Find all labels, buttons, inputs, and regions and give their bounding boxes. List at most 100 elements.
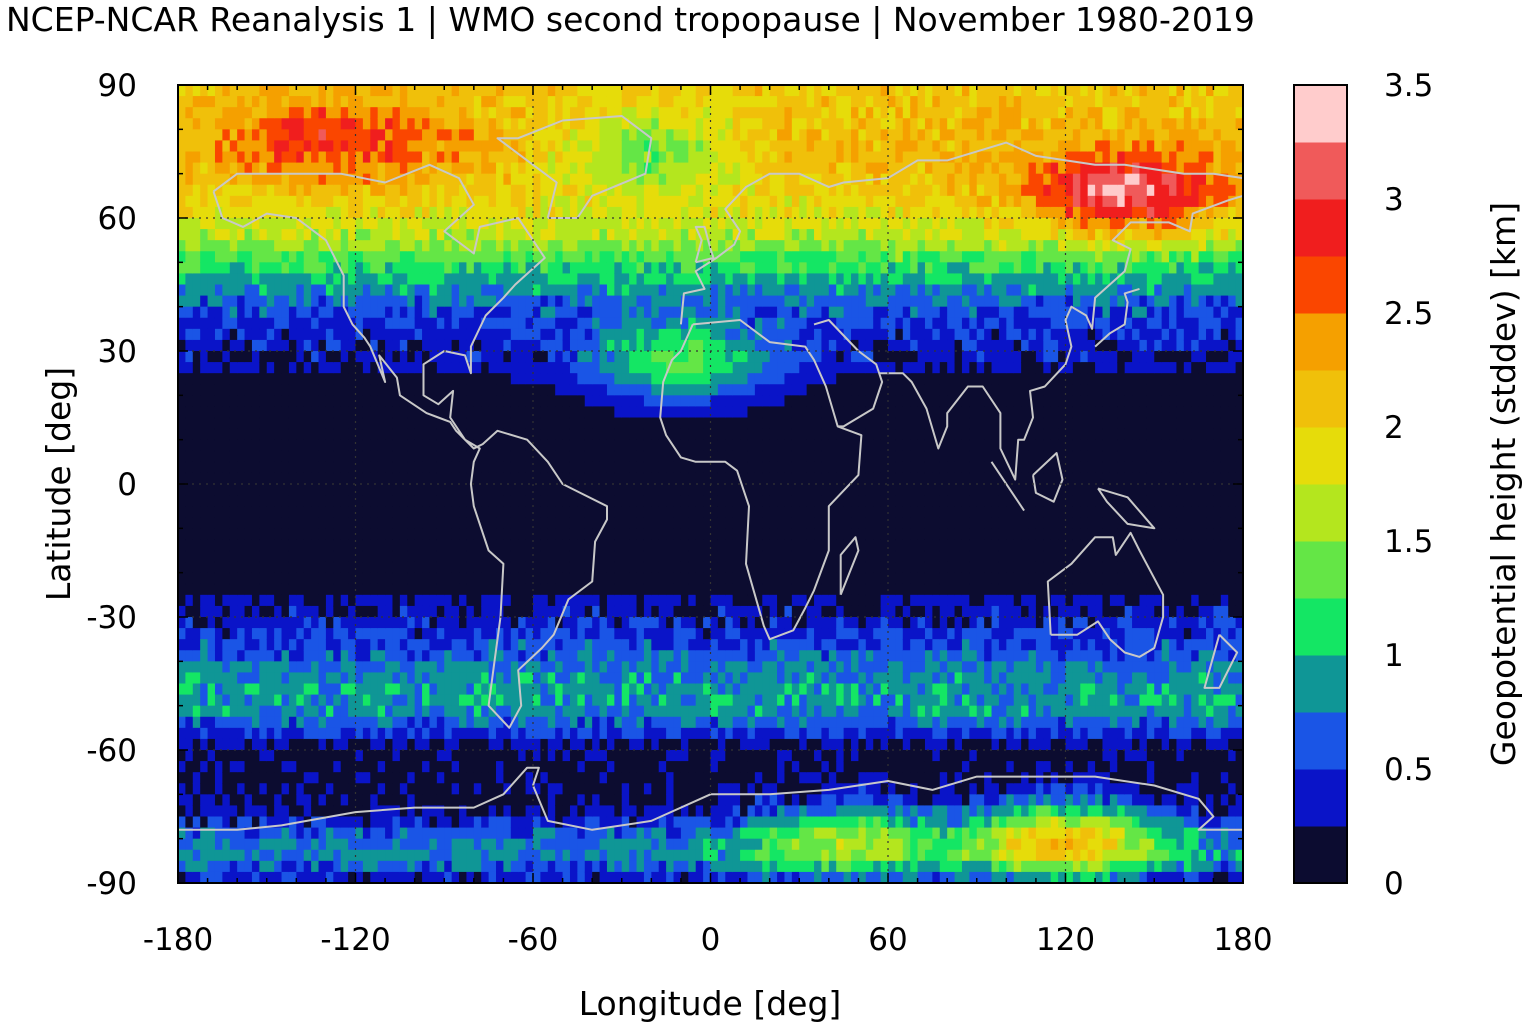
heatmap-cell [658,450,667,463]
heatmap-cell [525,96,534,108]
heatmap-cell [614,849,623,862]
heatmap-cell [429,761,438,773]
heatmap-cell [599,772,608,784]
heatmap-cell [444,572,453,585]
heatmap-cell [614,284,623,297]
heatmap-cell [333,860,342,873]
heatmap-cell [192,572,201,585]
heatmap-cell [392,173,401,186]
heatmap-cell [288,528,297,541]
heatmap-cell [547,96,556,108]
heatmap-cell [658,85,667,97]
heatmap-cell [178,761,186,773]
heatmap-cell [192,794,201,807]
heatmap-cell [481,118,490,130]
heatmap-cell [192,295,201,308]
heatmap-cell [525,173,534,186]
heatmap-cell [569,339,578,352]
heatmap-cell [296,783,305,795]
heatmap-cell [229,251,238,263]
heatmap-cell [518,140,527,153]
heatmap-cell [444,351,453,363]
heatmap-cell [207,284,216,297]
heatmap-cell [651,550,660,563]
heatmap-cell [651,816,660,829]
heatmap-cell [533,738,541,751]
heatmap-cell [666,738,675,751]
heatmap-cell [577,273,586,286]
heatmap-cell [562,617,571,629]
heatmap-cell [562,218,571,230]
heatmap-cell [488,351,497,363]
heatmap-cell [407,351,416,363]
heatmap-cell [547,362,556,374]
heatmap-cell [533,705,541,718]
heatmap-cell [251,262,260,275]
heatmap-cell [288,716,297,729]
heatmap-cell [325,129,334,142]
heatmap-cell [466,85,475,97]
heatmap-cell [222,439,231,452]
heatmap-cell [377,506,386,518]
heatmap-cell [481,107,490,119]
heatmap-cell [651,362,660,374]
heatmap-cell [370,195,379,208]
heatmap-cell [569,229,578,241]
heatmap-cell [658,628,667,640]
heatmap-cell [592,162,601,175]
heatmap-cell [362,617,371,629]
heatmap-cell [207,550,216,563]
heatmap-cell [348,229,357,241]
heatmap-cell [355,206,364,219]
heatmap-cell [488,495,497,507]
heatmap-cell [643,362,652,374]
heatmap-cell [266,339,275,352]
heatmap-cell [666,539,675,552]
heatmap-cell [296,694,305,707]
heatmap-cell [451,351,460,363]
heatmap-cell [658,683,667,696]
heatmap-cell [251,794,260,807]
heatmap-cell [325,816,334,829]
heatmap-cell [680,849,689,862]
heatmap-cell [606,362,615,374]
heatmap-cell [606,484,615,496]
heatmap-cell [288,617,297,629]
heatmap-cell [362,605,371,618]
heatmap-cell [414,639,423,651]
heatmap-cell [362,661,371,674]
heatmap-cell [680,772,689,784]
heatmap-cell [680,85,689,97]
heatmap-cell [584,628,593,640]
heatmap-cell [488,650,497,662]
heatmap-cell [466,594,475,607]
heatmap-cell [281,738,290,751]
heatmap-cell [525,594,534,607]
heatmap-cell [385,96,394,108]
heatmap-cell [503,395,512,408]
heatmap-cell [414,439,423,452]
heatmap-cell [214,417,223,430]
heatmap-cell [333,96,342,108]
heatmap-cell [207,439,216,452]
heatmap-cell [533,871,541,883]
heatmap-cell [451,550,460,563]
heatmap-cell [444,472,453,485]
heatmap-cell [237,450,246,463]
heatmap-cell [592,273,601,286]
heatmap-cell [436,783,445,795]
heatmap-cell [244,506,253,518]
heatmap-cell [643,694,652,707]
heatmap-cell [584,517,593,529]
heatmap-cell [303,118,312,130]
heatmap-cell [481,151,490,164]
heatmap-cell [525,107,534,119]
heatmap-cell [288,495,297,507]
heatmap-cell [311,528,320,541]
heatmap-cell [488,395,497,408]
heatmap-cell [288,240,297,252]
heatmap-cell [599,617,608,629]
heatmap-cell [629,328,638,341]
heatmap-cell [643,184,652,197]
heatmap-cell [444,417,453,430]
